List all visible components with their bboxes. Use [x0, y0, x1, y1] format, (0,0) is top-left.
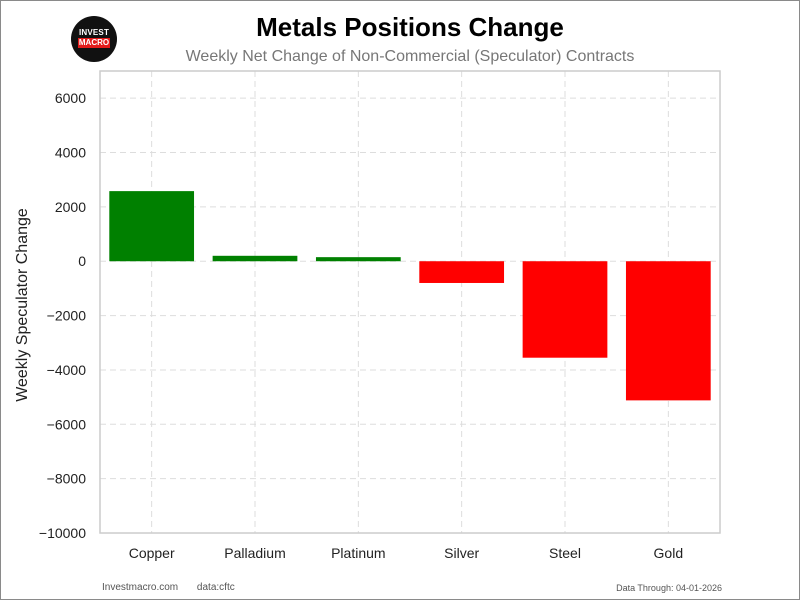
y-tick-label-7: −8000	[47, 471, 87, 487]
bar-copper	[109, 191, 195, 262]
x-tick-label-silver: Silver	[444, 545, 479, 561]
bar-gold	[625, 261, 711, 401]
footer-data-through: Data Through: 04-01-2026	[616, 583, 722, 593]
footer-source: data:cftc	[196, 582, 235, 593]
x-tick-label-steel: Steel	[549, 545, 581, 561]
footer-left: Investmacro.com data:cftc	[102, 582, 251, 593]
investmacro-logo: INVEST MACRO	[71, 16, 117, 62]
y-tick-label-2: 2000	[55, 199, 86, 215]
y-axis-label: Weekly Speculator Change	[14, 208, 31, 402]
bar-silver	[419, 261, 505, 283]
chart-subtitle: Weekly Net Change of Non-Commercial (Spe…	[185, 48, 635, 65]
bar-steel	[522, 261, 608, 358]
y-tick-label-4: −2000	[47, 308, 87, 324]
x-tick-label-palladium: Palladium	[224, 545, 285, 561]
x-tick-label-gold: Gold	[654, 545, 684, 561]
y-tick-label-5: −4000	[47, 362, 87, 378]
logo-text-bottom: MACRO	[78, 38, 110, 48]
y-tick-label-1: 4000	[55, 145, 86, 161]
logo-text-top: INVEST	[78, 28, 110, 37]
y-tick-label-6: −6000	[47, 416, 87, 432]
y-tick-label-8: −10000	[39, 525, 86, 541]
x-tick-label-copper: Copper	[129, 545, 175, 561]
plot-border	[99, 70, 721, 534]
footer-site: Investmacro.com	[102, 582, 179, 593]
y-tick-label-0: 6000	[55, 90, 86, 106]
chart-title: Metals Positions Change	[256, 12, 564, 42]
y-tick-label-3: 0	[78, 253, 86, 269]
x-tick-label-platinum: Platinum	[331, 545, 385, 561]
bar-platinum	[315, 257, 401, 262]
bar-palladium	[212, 255, 298, 262]
